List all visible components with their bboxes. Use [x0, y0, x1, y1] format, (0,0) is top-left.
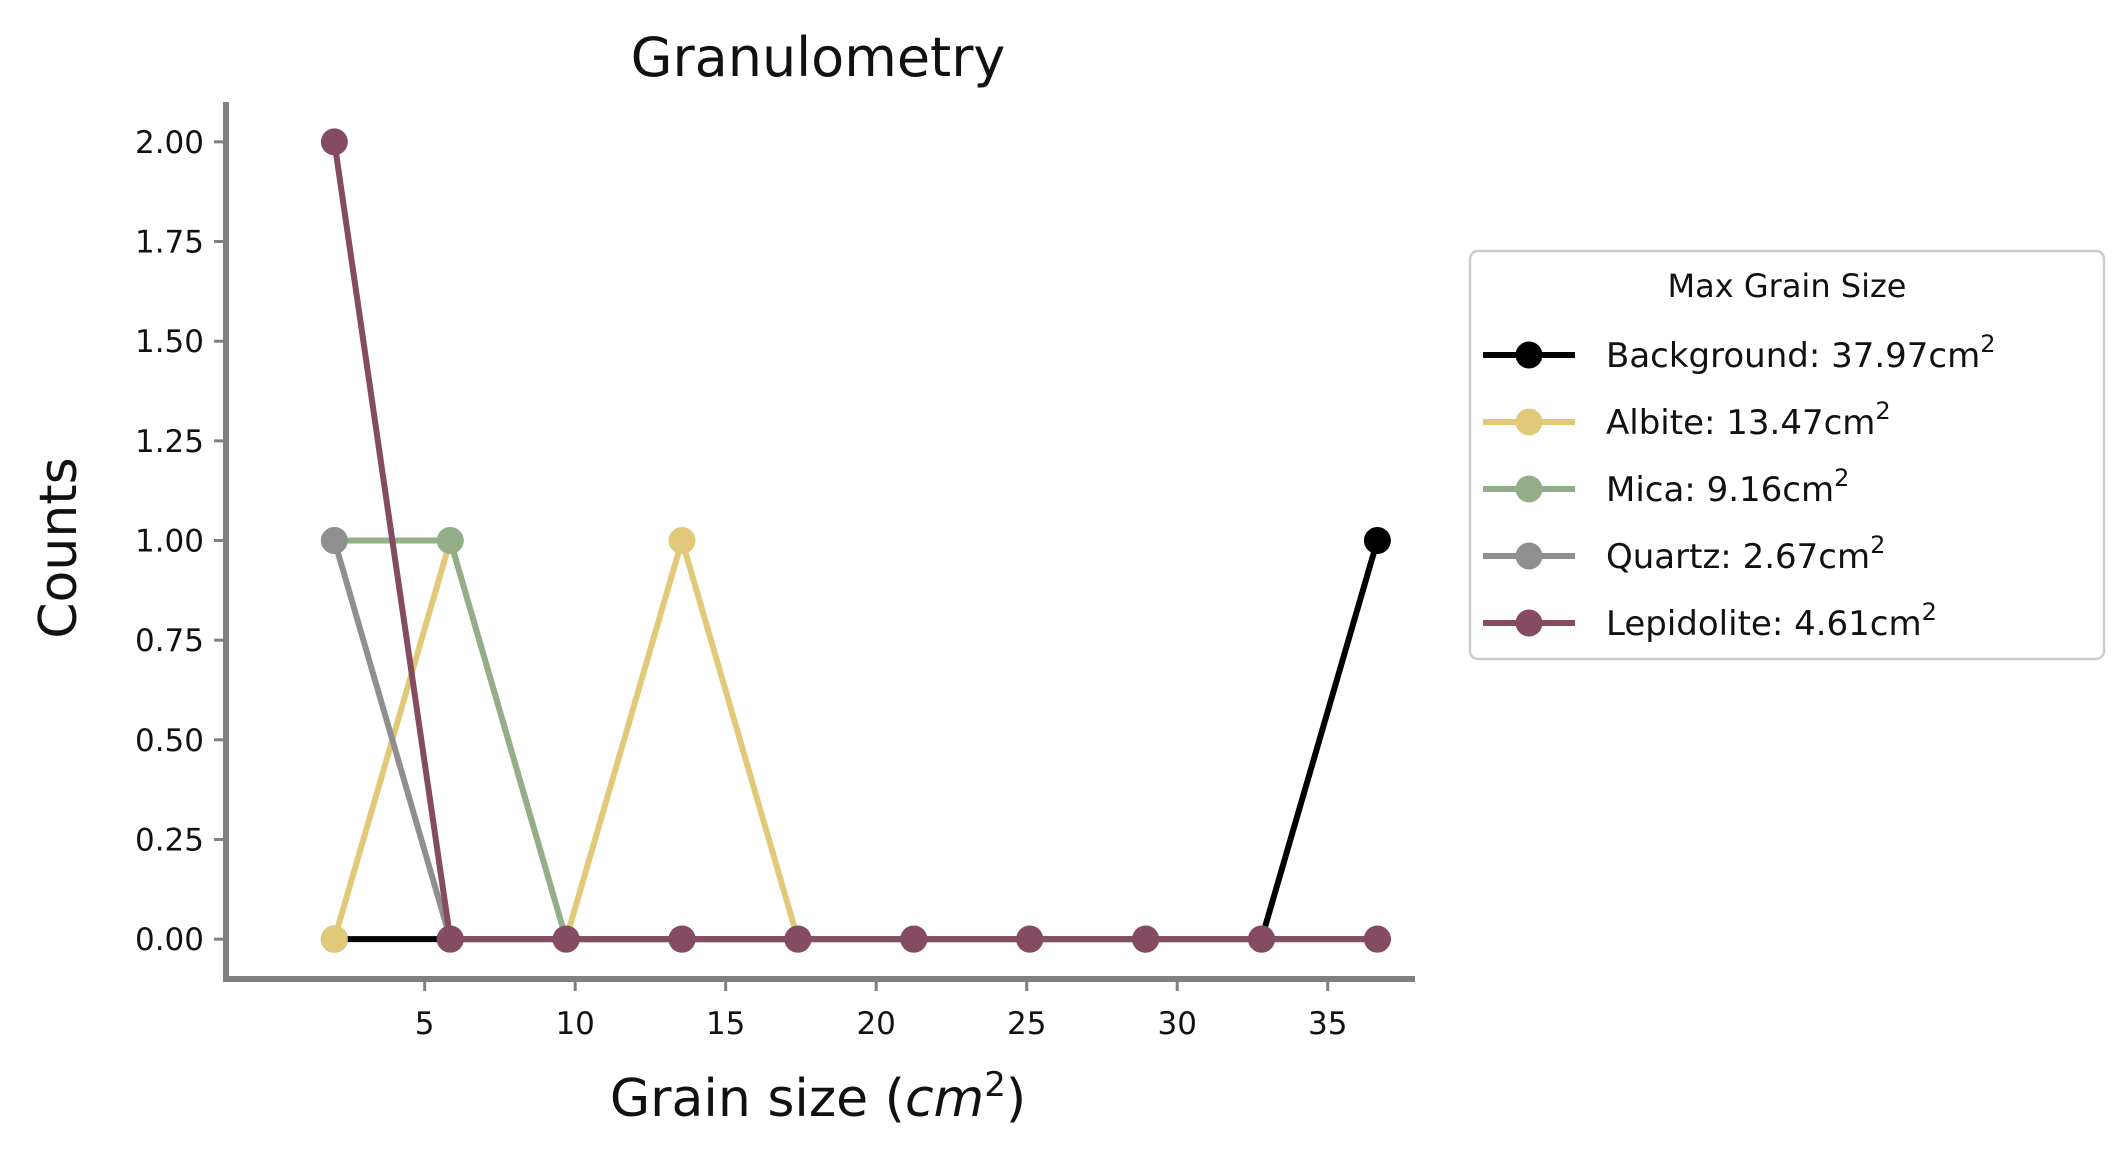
- series-layer: [320, 128, 1391, 953]
- legend-items: Background: 37.97cm2 Albite: 13.47cm2 Mica…: [1483, 330, 1996, 644]
- x-tick-label: 20: [856, 1006, 895, 1042]
- series-lepidolite: [320, 128, 1391, 953]
- legend-title: Max Grain Size: [1668, 267, 1907, 305]
- y-tick-label: 1.00: [135, 524, 204, 560]
- x-tick-label: 30: [1157, 1006, 1196, 1042]
- series-line: [331, 539, 1378, 943]
- y-tick-label: 0.50: [135, 723, 204, 759]
- data-point: [436, 527, 464, 554]
- data-point: [1247, 925, 1275, 953]
- x-tick-label: 5: [415, 1006, 435, 1042]
- data-point: [320, 925, 348, 953]
- x-tick-label: 15: [706, 1006, 745, 1042]
- series-line: [334, 539, 1381, 943]
- x-axis-label-exponent: 2: [984, 1065, 1006, 1105]
- x-axis-label-close: ): [1006, 1069, 1026, 1129]
- legend-marker: [1515, 542, 1543, 570]
- series-line: [331, 141, 1378, 943]
- legend: Max Grain Size Background: 37.97cm2 Albit…: [1468, 249, 2106, 661]
- chart-title: Granulometry: [631, 26, 1006, 89]
- legend-label: Mica: 9.16cm2: [1606, 464, 1849, 510]
- legend-item: Quartz: 2.67cm2: [1483, 531, 1885, 577]
- legend-item: Background: 37.97cm2: [1483, 330, 1996, 376]
- legend-box: [1468, 249, 2106, 661]
- data-point: [1132, 925, 1160, 953]
- legend-marker: [1515, 341, 1543, 369]
- y-tick-label: 1.50: [135, 324, 204, 360]
- legend-label: Quartz: 2.67cm2: [1606, 531, 1885, 577]
- data-point: [320, 128, 348, 156]
- data-point: [784, 925, 812, 953]
- series-background: [320, 527, 1391, 953]
- y-tick-label: 1.75: [135, 225, 204, 261]
- y-tick-label: 0.00: [135, 922, 204, 958]
- legend-item: Lepidolite: 4.61cm2: [1483, 598, 1937, 644]
- x-axis-label-unit: cm: [905, 1069, 984, 1129]
- legend-label: Background: 37.97cm2: [1606, 330, 1996, 376]
- y-tick-label: 1.25: [135, 424, 204, 460]
- legend-item: Albite: 13.47cm2: [1483, 397, 1891, 443]
- data-point: [320, 527, 348, 554]
- legend-marker: [1515, 408, 1543, 436]
- x-tick-label: 25: [1007, 1006, 1046, 1042]
- data-point: [668, 925, 696, 953]
- y-axis-label: Counts: [29, 457, 89, 639]
- x-axis-ticks: 5 10 15 20 25 30 35: [415, 979, 1347, 1042]
- series-albite: [320, 527, 1391, 953]
- series-line: [334, 537, 1378, 943]
- series-quartz: [320, 527, 1391, 953]
- y-tick-label: 2.00: [135, 125, 204, 161]
- data-point: [1363, 925, 1391, 953]
- legend-label: Albite: 13.47cm2: [1606, 397, 1891, 443]
- data-point: [668, 527, 696, 554]
- y-tick-label: 0.75: [135, 623, 204, 659]
- data-point: [1016, 925, 1044, 953]
- x-tick-label: 10: [555, 1006, 594, 1042]
- legend-label: Lepidolite: 4.61cm2: [1606, 598, 1937, 644]
- y-axis-ticks: 0.00 0.25 0.50 0.75 1.00 1.25 1.50 1.75 2.00: [135, 125, 226, 958]
- legend-marker: [1515, 609, 1543, 637]
- data-point: [900, 925, 928, 953]
- x-tick-label: 35: [1308, 1006, 1347, 1042]
- data-point: [552, 925, 580, 953]
- x-axis-label-text: Grain size (: [610, 1069, 905, 1129]
- x-axis-label: Grain size (cm2): [610, 1065, 1026, 1129]
- series-mica: [320, 527, 1391, 953]
- series-line: [331, 537, 1378, 943]
- y-tick-label: 0.25: [135, 822, 204, 858]
- data-point: [436, 925, 464, 953]
- legend-item: Mica: 9.16cm2: [1483, 464, 1849, 510]
- legend-marker: [1515, 475, 1543, 503]
- data-point: [1363, 527, 1391, 554]
